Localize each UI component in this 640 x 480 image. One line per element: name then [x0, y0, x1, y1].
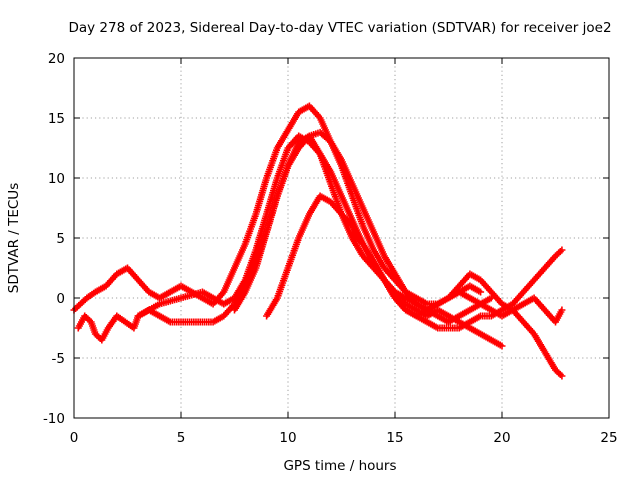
- grid-lines: [74, 58, 609, 418]
- series-track-6: [348, 228, 566, 332]
- x-tick-label: 0: [70, 430, 79, 446]
- data-point-marker: [487, 294, 495, 302]
- data-points: [70, 102, 566, 380]
- x-tick-label: 15: [386, 430, 403, 446]
- x-axis-label: GPS time / hours: [283, 458, 396, 474]
- y-tick-label: -10: [43, 411, 65, 427]
- data-point-marker: [558, 372, 566, 380]
- x-tick-label: 20: [493, 430, 510, 446]
- x-axis-ticks: 0 5 10 15 20 25: [70, 58, 618, 446]
- series-track-2: [134, 132, 506, 350]
- y-axis-label: SDTVAR / TECUs: [6, 183, 22, 293]
- chart-title: Day 278 of 2023, Sidereal Day-to-day VTE…: [68, 20, 611, 36]
- y-tick-label: 5: [56, 231, 65, 247]
- y-tick-label: -5: [52, 351, 65, 367]
- y-tick-label: 0: [56, 291, 65, 307]
- x-tick-label: 25: [600, 430, 617, 446]
- series-track-1: [70, 102, 485, 314]
- y-tick-label: 20: [48, 51, 65, 67]
- y-tick-label: 15: [48, 111, 65, 127]
- data-point-marker: [498, 342, 506, 350]
- y-tick-label: 10: [48, 171, 65, 187]
- x-tick-label: 5: [177, 430, 186, 446]
- series-track-4: [263, 192, 566, 380]
- data-point-marker: [558, 306, 566, 314]
- x-tick-label: 10: [279, 430, 296, 446]
- data-point-marker: [558, 246, 566, 254]
- data-point-marker: [477, 288, 485, 296]
- y-axis-ticks: -10 -5 0 5 10 15 20: [43, 51, 609, 427]
- plot-frame: [73, 57, 610, 419]
